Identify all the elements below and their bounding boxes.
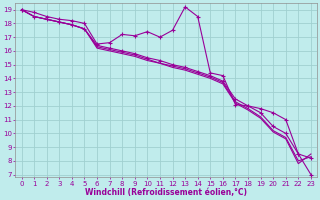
X-axis label: Windchill (Refroidissement éolien,°C): Windchill (Refroidissement éolien,°C) (85, 188, 247, 197)
